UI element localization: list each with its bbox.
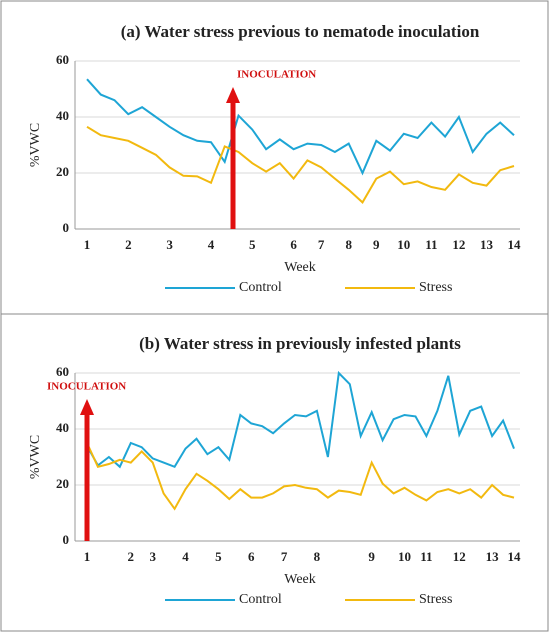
arrow-head (226, 87, 241, 103)
x-tick-label: 6 (248, 549, 255, 564)
x-tick-label: 1 (84, 549, 91, 564)
y-tick-label: 60 (56, 364, 69, 379)
legend-label: Control (239, 280, 282, 295)
x-tick-label: 7 (318, 237, 325, 252)
legend-label: Control (239, 592, 282, 607)
x-tick-label: 10 (397, 237, 410, 252)
x-tick-label: 10 (398, 549, 411, 564)
x-tick-label: 4 (182, 549, 189, 564)
x-tick-label: 2 (128, 549, 135, 564)
annotation: INOCULATION (237, 69, 316, 81)
x-tick-label: 5 (215, 549, 222, 564)
y-tick-label: 0 (63, 220, 70, 235)
chart-title: (a) Water stress previous to nematode in… (121, 22, 480, 41)
data-line (86, 442, 515, 511)
x-tick-label: 3 (149, 549, 156, 564)
y-tick-label: 20 (56, 476, 69, 491)
chart-title: (b) Water stress in previously infested … (139, 334, 461, 353)
arrow-head (80, 399, 94, 415)
x-tick-label: 9 (368, 549, 375, 564)
x-tick-label: 6 (290, 237, 297, 252)
x-tick-label: 9 (373, 237, 380, 252)
y-tick-label: 40 (56, 108, 69, 123)
data-line (86, 370, 515, 469)
x-tick-label: 4 (208, 237, 215, 252)
annotation: INOCULATION (47, 381, 126, 393)
x-tick-label: 13 (486, 549, 500, 564)
x-tick-label: 13 (480, 237, 494, 252)
y-tick-label: 20 (56, 164, 69, 179)
x-tick-label: 1 (84, 237, 91, 252)
legend-label: Stress (419, 592, 452, 607)
x-axis-label: Week (284, 572, 316, 587)
y-tick-label: 40 (56, 420, 69, 435)
x-tick-label: 14 (508, 237, 522, 252)
x-tick-label: 14 (508, 549, 522, 564)
x-axis-label: Week (284, 260, 316, 275)
x-tick-label: 12 (452, 237, 465, 252)
x-tick-label: 8 (345, 237, 352, 252)
x-tick-label: 12 (453, 549, 466, 564)
y-axis-label: %VWC (28, 435, 43, 479)
x-tick-label: 7 (281, 549, 288, 564)
data-line (86, 125, 515, 204)
y-tick-label: 60 (56, 52, 69, 67)
x-tick-label: 3 (166, 237, 173, 252)
y-tick-label: 0 (63, 532, 70, 547)
x-tick-label: 5 (249, 237, 256, 252)
data-line (86, 78, 515, 176)
x-tick-label: 11 (420, 549, 432, 564)
x-tick-label: 8 (314, 549, 321, 564)
y-axis-label: %VWC (28, 123, 43, 167)
legend-label: Stress (419, 280, 452, 295)
x-tick-label: 2 (125, 237, 132, 252)
x-tick-label: 11 (425, 237, 437, 252)
